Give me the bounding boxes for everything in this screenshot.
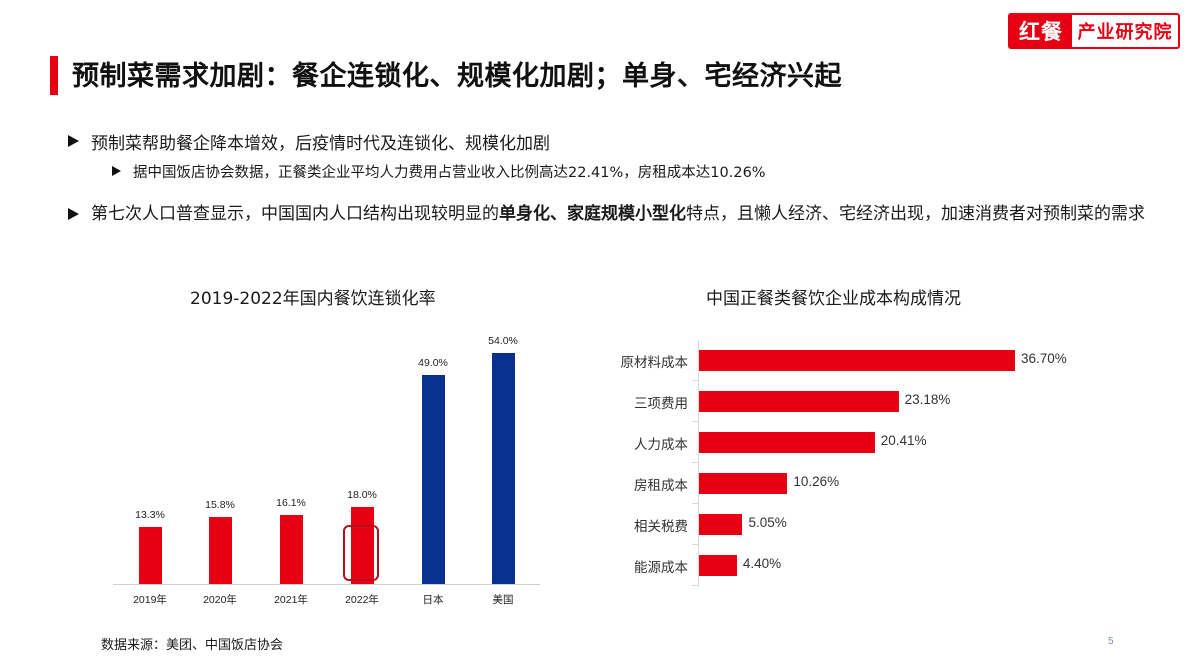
value-label: 23.18% xyxy=(904,392,951,407)
bar-5: 54.0% 美国 xyxy=(488,335,518,606)
bar-2: 16.1% 2021年 xyxy=(274,497,308,606)
bar-row: 房租成本 10.26% xyxy=(600,463,1080,504)
cost-bar xyxy=(699,514,743,535)
value-label: 10.26% xyxy=(793,474,840,489)
axis-tick xyxy=(692,380,699,381)
logo: 红餐 产业研究院 xyxy=(1008,13,1180,49)
bar-category-label: 美国 xyxy=(492,594,514,606)
bar-category-label: 2020年 xyxy=(203,594,237,606)
cost-bar xyxy=(699,391,899,412)
bar-category-label: 日本 xyxy=(422,594,444,606)
axis-tick xyxy=(692,421,699,422)
cost-structure-chart: 原材料成本 36.70% 三项费用 23.18% 人力成本 20.41% 房租成本 10.26… xyxy=(600,340,1080,590)
arrow-bullet-icon xyxy=(68,135,79,147)
x-axis xyxy=(113,584,540,585)
bar-row: 相关税费 5.05% xyxy=(600,504,1080,545)
category-label: 房租成本 xyxy=(634,478,688,494)
highlight-2022-box xyxy=(343,525,379,581)
chain-rate-chart-title: 2019-2022年国内餐饮连锁化率 xyxy=(190,289,436,309)
bar-value-label: 49.0% xyxy=(418,356,448,369)
bar-0: 13.3% 2019年 xyxy=(133,509,167,606)
title-accent-bar xyxy=(50,56,58,95)
category-label: 能源成本 xyxy=(634,560,688,576)
value-label: 36.70% xyxy=(1021,351,1067,366)
axis-tick xyxy=(692,544,699,545)
page-number: 5 xyxy=(1108,636,1114,647)
category-label: 原材料成本 xyxy=(620,355,689,371)
axis-tick xyxy=(692,462,699,463)
bullet-2: 第七次人口普查显示，中国国内人口结构出现较明显的单身化、家庭规模小型化特点，且懒… xyxy=(68,197,1148,231)
bar-value-label: 16.1% xyxy=(276,497,306,510)
cost-bar xyxy=(699,350,1015,371)
bar-1: 15.8% 2020年 xyxy=(203,499,237,606)
chain-rate-chart: 13.3% 2019年 15.8% 2020年 16.1% 2021年 18.0% 2022年… xyxy=(113,330,540,610)
arrow-bullet-icon xyxy=(68,208,79,220)
category-label: 三项费用 xyxy=(634,396,688,412)
value-label: 5.05% xyxy=(748,515,787,530)
cost-bar xyxy=(699,432,875,453)
bullet-1-sub-text: 据中国饭店协会数据，正餐类企业平均人力费用占营业收入比例高达22.41%，房租成… xyxy=(133,165,766,181)
bar-row: 能源成本 4.40% xyxy=(600,545,1080,586)
bullet-1: 预制菜帮助餐企降本增效，后疫情时代及连锁化、规模化加剧 xyxy=(68,129,550,154)
cost-bar xyxy=(699,473,788,494)
bar-value-label: 13.3% xyxy=(135,509,165,522)
page-title: 预制菜需求加剧：餐企连锁化、规模化加剧；单身、宅经济兴起 xyxy=(72,61,842,92)
bar-row: 人力成本 20.41% xyxy=(600,422,1080,463)
bullet-1-sub: 据中国饭店协会数据，正餐类企业平均人力费用占营业收入比例高达22.41%，房租成… xyxy=(112,161,766,182)
cost-structure-chart-title: 中国正餐类餐饮企业成本构成情况 xyxy=(706,289,961,309)
cost-bar xyxy=(699,555,737,576)
bullet-2-emphasis: 单身化、家庭规模小型化 xyxy=(499,204,686,224)
bullet-2-text-a: 第七次人口普查显示，中国国内人口结构出现较明显的 xyxy=(91,204,499,224)
bar-category-label: 2022年 xyxy=(345,594,379,606)
bar-4: 49.0% 日本 xyxy=(418,357,448,606)
value-label: 20.41% xyxy=(880,433,927,448)
bar-row: 三项费用 23.18% xyxy=(600,381,1080,422)
axis-tick xyxy=(692,503,699,504)
arrow-bullet-icon xyxy=(112,166,121,176)
bullet-1-text: 预制菜帮助餐企降本增效，后疫情时代及连锁化、规模化加剧 xyxy=(91,134,550,154)
axis-tick xyxy=(692,585,699,586)
bullet-2-text: 第七次人口普查显示，中国国内人口结构出现较明显的单身化、家庭规模小型化特点，且懒… xyxy=(91,197,1145,231)
y-axis xyxy=(698,340,699,587)
category-label: 相关税费 xyxy=(634,519,688,535)
logo-subtitle: 产业研究院 xyxy=(1077,22,1173,43)
bullet-2-text-b: 特点，且懒人经济、宅经济出现，加速消费者对预制菜的需求 xyxy=(686,204,1145,224)
bar-category-label: 2021年 xyxy=(274,594,308,606)
bar-value-label: 54.0% xyxy=(488,335,518,348)
logo-brand: 红餐 xyxy=(1010,15,1072,47)
bar-value-label: 15.8% xyxy=(205,498,235,511)
category-label: 人力成本 xyxy=(634,437,688,453)
data-source: 数据来源：美团、中国饭店协会 xyxy=(101,638,284,653)
value-label: 4.40% xyxy=(742,556,782,571)
bar-value-label: 18.0% xyxy=(347,489,377,502)
bar-row: 原材料成本 36.70% xyxy=(600,340,1080,381)
bar-category-label: 2019年 xyxy=(133,594,167,606)
